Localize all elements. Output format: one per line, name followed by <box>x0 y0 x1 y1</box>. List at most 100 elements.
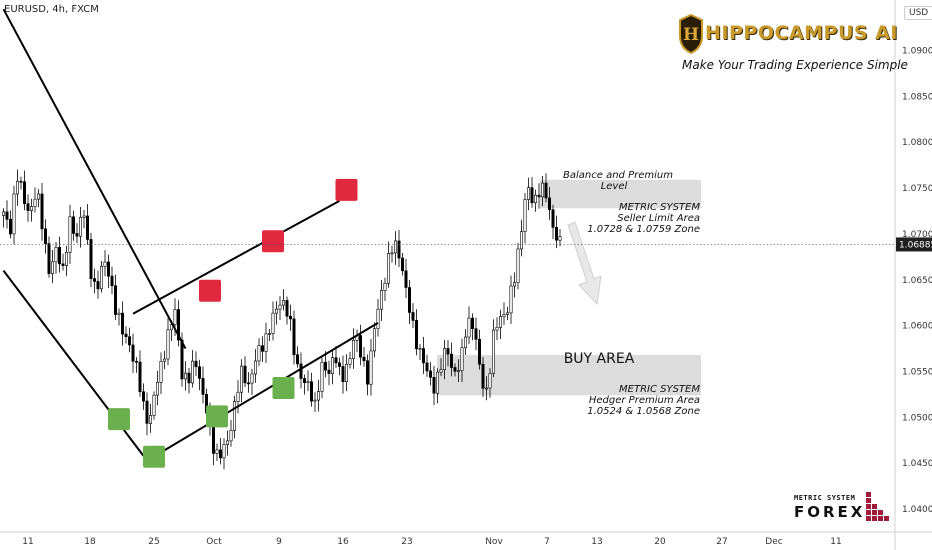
candle-body <box>432 377 436 394</box>
candle-body <box>362 356 366 362</box>
candle-body <box>327 369 331 374</box>
candle-body <box>114 285 118 315</box>
candle-body <box>323 361 327 371</box>
bearish-marker <box>199 279 221 302</box>
candle-body <box>117 312 121 315</box>
candle-body <box>316 391 320 401</box>
candle-body <box>215 449 219 454</box>
candle-body <box>379 290 383 310</box>
candle-body <box>177 309 181 341</box>
candle-body <box>334 357 338 364</box>
bullish-marker <box>272 376 295 399</box>
y-tick-label: 1.04500 <box>902 459 932 469</box>
candle-body <box>481 363 485 389</box>
candle-body <box>397 240 401 259</box>
candle-body <box>498 316 502 328</box>
candle-body <box>29 206 33 211</box>
candle-body <box>288 315 292 320</box>
x-tick-label: 7 <box>544 537 550 547</box>
candle-body <box>446 348 450 355</box>
seller-label-1: METRIC SYSTEM <box>619 202 700 213</box>
hedger-label-3: 1.0524 & 1.0568 Zone <box>587 406 700 417</box>
candle-body <box>400 257 404 272</box>
candle-body <box>285 300 289 317</box>
candle-body <box>187 372 191 384</box>
candle-body <box>156 382 160 396</box>
candle-body <box>351 340 355 359</box>
candle-body <box>79 217 83 237</box>
candle-body <box>240 365 244 393</box>
x-tick-label: 16 <box>337 537 349 547</box>
candle-body <box>456 370 460 372</box>
x-tick-label: 11 <box>830 537 841 547</box>
candle-body <box>383 282 387 291</box>
candle-body <box>33 198 37 207</box>
candle-body <box>533 194 537 204</box>
x-tick-label: 18 <box>84 537 96 547</box>
candle-body <box>295 354 299 365</box>
projection-arrow <box>567 221 602 306</box>
candle-body <box>386 253 390 284</box>
candle-body <box>467 317 471 338</box>
hippocampus-logo-icon: H <box>679 14 703 54</box>
candle-body <box>124 333 128 338</box>
candle-body <box>537 194 541 198</box>
candle-body <box>5 211 9 220</box>
x-tick-label: 23 <box>401 537 412 547</box>
candle-body <box>159 360 163 383</box>
candle-body <box>348 358 352 365</box>
bullish-marker <box>206 405 228 428</box>
candle-body <box>15 180 19 195</box>
candle-body <box>421 348 425 364</box>
candle-body <box>103 261 107 267</box>
candle-body <box>302 378 306 383</box>
candle-body <box>281 300 285 306</box>
candle-body <box>267 333 271 335</box>
candle-body <box>68 216 72 253</box>
candle-body <box>212 424 216 454</box>
current-price-label: 1.06885 <box>899 240 932 250</box>
candle-body <box>544 182 548 199</box>
candle-body <box>306 381 310 384</box>
symbol-label[interactable]: EURUSD, 4h, FXCM <box>4 4 99 15</box>
candle-body <box>523 199 527 232</box>
candle-body <box>477 338 481 365</box>
y-tick-label: 1.07000 <box>902 230 932 240</box>
ascending-channel-lower-line <box>149 322 379 460</box>
candle-body <box>243 365 247 384</box>
currency-label[interactable]: USD <box>904 6 932 20</box>
candle-body <box>512 282 516 287</box>
candle-body <box>40 193 44 230</box>
candle-body <box>12 193 16 235</box>
metric-bars-icon <box>866 492 889 521</box>
markers-layer <box>108 178 358 468</box>
candle-body <box>22 181 26 204</box>
candle-body <box>222 444 226 459</box>
candle-body <box>463 336 467 349</box>
bearish-marker <box>262 230 284 253</box>
hedger-premium-zone <box>437 354 701 396</box>
candle-body <box>142 391 146 402</box>
seller-limit-zone <box>540 179 701 209</box>
candle-body <box>9 218 13 235</box>
y-tick-label: 1.09000 <box>902 46 932 56</box>
x-tick-label: 11 <box>22 537 33 547</box>
badge-letter: H <box>683 25 699 45</box>
candle-body <box>93 278 97 282</box>
candle-body <box>219 449 223 459</box>
brand-tagline: Make Your Trading Experience Simple <box>682 58 908 72</box>
candle-body <box>86 215 90 240</box>
candle-body <box>149 415 153 424</box>
candle-body <box>145 400 149 424</box>
x-tick-label: 27 <box>716 537 727 547</box>
candle-body <box>61 263 65 266</box>
candle-body <box>495 327 499 331</box>
candle-body <box>201 378 205 395</box>
candle-body <box>358 335 362 358</box>
candle-body <box>1 211 6 216</box>
descending-channel-upper-line <box>2 8 187 350</box>
y-tick-label: 1.08500 <box>902 92 932 102</box>
x-tick-label: 13 <box>591 537 602 547</box>
